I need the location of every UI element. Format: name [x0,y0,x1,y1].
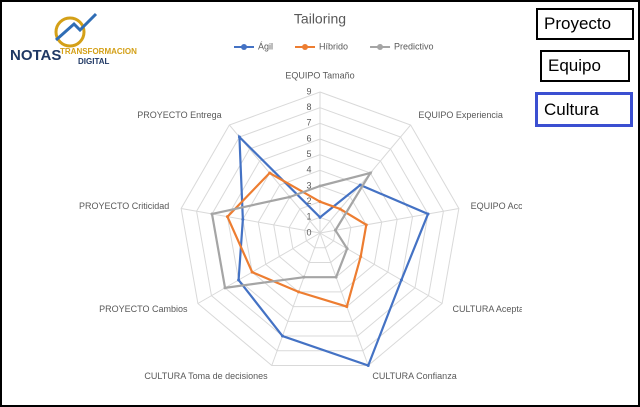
point [334,275,338,279]
logo: NOTAS TRANSFORMACION DIGITAL [10,12,137,66]
legend-label: Híbrido [319,41,348,51]
legend-swatch [302,44,309,50]
r-tick-label: 1 [306,212,311,222]
series-line [237,134,430,367]
category-label: PROYECTO Cambios [99,304,188,314]
point [318,184,322,188]
r-tick-label: 6 [306,133,311,143]
point [302,275,306,279]
r-tick-label: 2 [306,196,311,206]
axis-spoke [181,208,321,234]
point [345,247,349,251]
category-label: CULTURA Confianza [372,371,456,381]
point [426,212,430,216]
chart: Tailoring 0 1 2 3 4 5 6 7 8 9 EQUIPO Tamaño EQUIPO … [79,11,522,381]
point [366,363,370,367]
legend-swatch [241,44,247,50]
point [333,228,337,232]
category-label: EQUIPO Acceso [471,201,522,211]
logo-line1: TRANSFORMACION [60,47,137,56]
logo-line2: DIGITAL [78,57,110,66]
axis-spoke [319,232,369,366]
point [318,215,322,219]
legend-label: Predictivo [394,41,434,51]
grid-line [304,216,336,249]
r-tick-label: 5 [306,149,311,159]
chart-title: Tailoring [294,11,346,27]
button[interactable]: Proyecto [536,8,634,40]
legend-label: Ágil [258,41,273,51]
point [280,334,284,338]
logo-ring [54,16,86,48]
grid-line [196,107,444,352]
point [250,270,254,274]
grid-line [226,138,414,322]
grid-line [257,169,383,293]
point [288,195,292,199]
category-label: PROYECTO Entrega [137,110,221,120]
axis-spoke [271,232,321,366]
point [223,286,227,290]
r-tick-label: 8 [306,102,311,112]
category-label: CULTURA Aceptación [453,304,522,314]
r-tick-label: 7 [306,118,311,128]
axis-spoke [319,124,412,234]
point [297,290,301,294]
logo-main: NOTAS [10,47,61,64]
point [241,217,245,221]
point [318,200,322,204]
grid-line [288,201,352,263]
legend-swatch [377,44,384,50]
category-label: EQUIPO Tamaño [285,70,354,80]
grid-line [180,91,460,366]
series-line [210,171,373,290]
point [237,278,241,282]
r-tick-label: 9 [306,86,311,96]
point [237,135,241,139]
category-label: CULTURA Toma de decisiones [144,371,268,381]
r-tick-label: 0 [306,227,311,237]
series-line [226,171,368,308]
point [338,207,342,211]
point [359,255,363,258]
button[interactable]: Cultura [535,92,633,127]
point [368,171,372,175]
axis-spoke [319,232,443,304]
axis-spoke [197,232,321,304]
point [399,278,403,282]
grid-line [211,122,429,337]
r-tick-label: 4 [306,165,311,175]
logo-arrow [55,12,98,42]
axis-spoke [319,208,459,234]
category-label: EQUIPO Experiencia [418,110,503,120]
point [364,223,368,227]
point [358,183,362,187]
point [225,215,229,219]
button[interactable]: Equipo [540,50,630,82]
point [345,305,349,309]
r-tick-label: 3 [306,180,311,190]
point [210,212,214,216]
category-label: PROYECTO Criticidad [79,201,169,211]
point [268,171,272,175]
